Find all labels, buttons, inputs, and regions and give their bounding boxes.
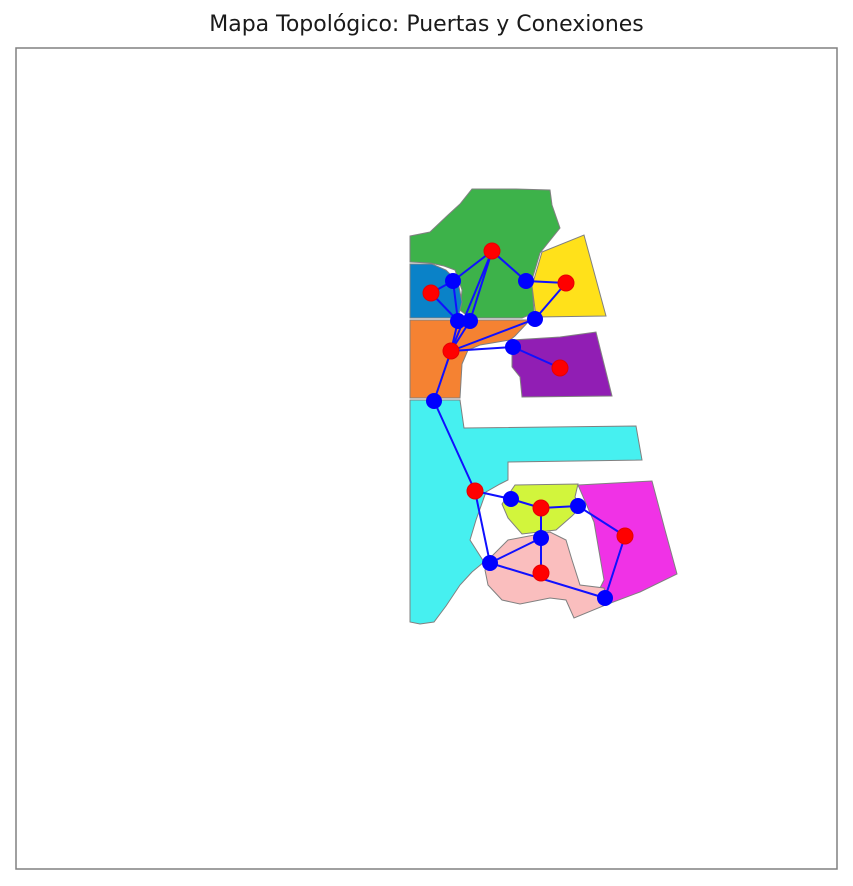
edge [474,490,491,564]
door-node [462,313,478,329]
door-node [597,590,613,606]
edge [604,535,626,599]
figure-title: Mapa Topológico: Puertas y Conexiones [209,12,644,37]
edge [450,250,493,352]
room-node [483,242,501,260]
edge [489,537,542,564]
edge [489,562,606,599]
door-node [527,311,543,327]
door-node [426,393,442,409]
edge [450,346,514,352]
edge [450,318,536,352]
room-node [532,499,550,517]
region-cyan [409,399,643,625]
door-node [518,273,534,289]
room-node [557,274,575,292]
door-node [570,498,586,514]
edge [433,350,452,402]
room-node [616,527,634,545]
door-node [482,555,498,571]
edge [577,505,626,537]
room-nodes [422,242,634,582]
room-node [422,284,440,302]
edge [469,250,493,322]
door-node [505,339,521,355]
room-node [551,359,569,377]
room-node [532,564,550,582]
edge [433,400,476,492]
door-nodes [426,273,613,606]
room-node [466,482,484,500]
door-node [503,491,519,507]
edge [512,346,561,369]
door-node [533,530,549,546]
room-node [442,342,460,360]
door-node [450,313,466,329]
door-node [445,273,461,289]
